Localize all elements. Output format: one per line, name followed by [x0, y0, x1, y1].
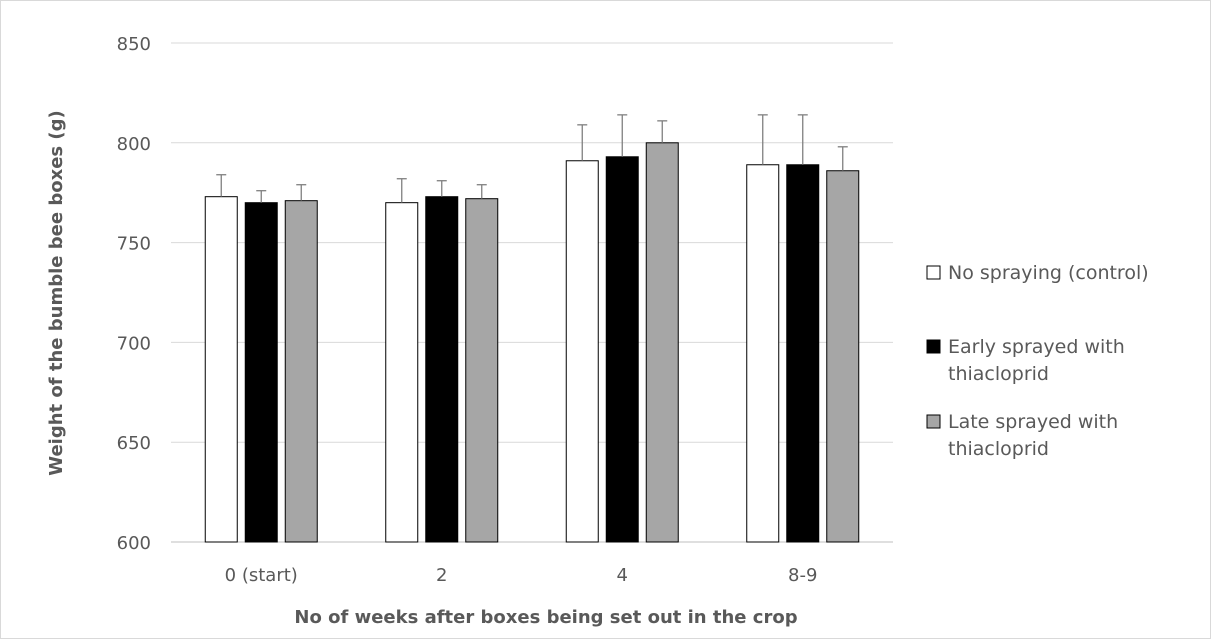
y-tick-label: 650	[117, 433, 151, 454]
y-tick-label: 850	[117, 34, 151, 55]
bar	[425, 196, 459, 543]
y-tick-label: 700	[117, 333, 151, 354]
legend-label: thiacloprid	[948, 363, 1049, 385]
bar	[244, 202, 278, 543]
bar	[465, 198, 499, 543]
legend-swatch	[926, 265, 941, 280]
legend-swatch	[926, 414, 941, 429]
y-axis-title: Weight of the bumble bee boxes (g)	[46, 110, 67, 475]
x-tick-labels: 0 (start) 2 4 8-9	[225, 565, 818, 586]
bar	[826, 170, 860, 543]
bar	[284, 200, 318, 543]
x-tick-label: 8-9	[788, 565, 817, 586]
legend-label: Early sprayed with	[948, 336, 1125, 358]
x-axis-title: No of weeks after boxes being set out in…	[294, 607, 797, 628]
legend-item: Late sprayed with thiacloprid	[926, 411, 1118, 460]
legend-label: No spraying (control)	[948, 262, 1149, 284]
legend-item: No spraying (control)	[926, 262, 1149, 284]
bar	[746, 164, 780, 543]
y-tick-label: 750	[117, 234, 151, 255]
error-bars	[216, 114, 848, 203]
bar	[786, 164, 820, 543]
x-tick-label: 0 (start)	[225, 565, 298, 586]
bar	[605, 156, 639, 543]
legend: No spraying (control) Early sprayed with t…	[926, 262, 1149, 460]
gridlines	[171, 42, 893, 543]
y-tick-labels: 600 650 700 750 800 850	[117, 34, 151, 554]
bar	[204, 196, 238, 543]
bar	[645, 142, 679, 543]
y-tick-label: 600	[117, 533, 151, 554]
bar	[565, 160, 599, 543]
legend-label: thiacloprid	[948, 438, 1049, 460]
x-tick-label: 2	[436, 565, 447, 586]
legend-item: Early sprayed with thiacloprid	[926, 336, 1125, 385]
legend-swatch	[926, 339, 941, 354]
legend-label: Late sprayed with	[948, 411, 1118, 433]
x-tick-label: 4	[617, 565, 628, 586]
bar	[385, 202, 419, 543]
y-tick-label: 800	[117, 134, 151, 155]
